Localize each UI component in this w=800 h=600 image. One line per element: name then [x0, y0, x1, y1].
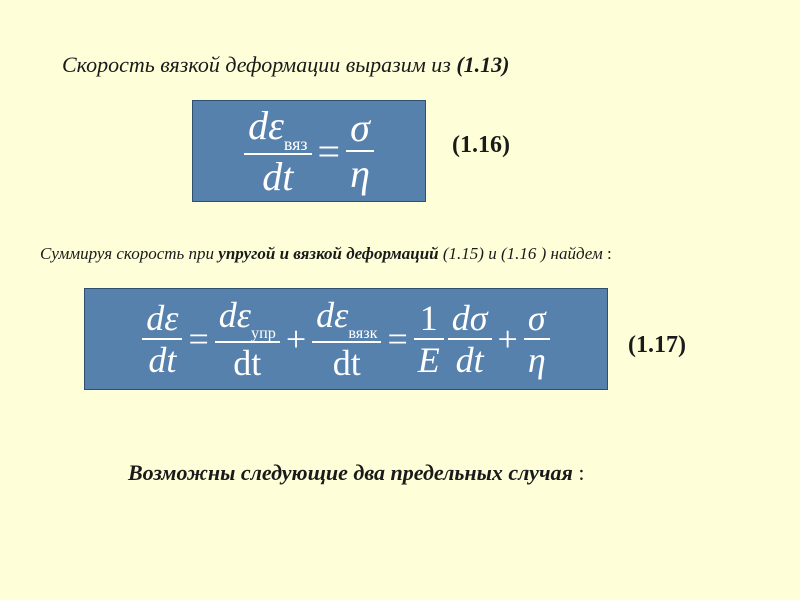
eq2-t4: 1 E [414, 298, 444, 380]
eq2-t6: σ η [524, 298, 550, 380]
eq1-rhs-den: η [346, 152, 374, 196]
eq2-t1-num: dε [142, 298, 182, 338]
eq2-t3-num-sub: вязк [348, 324, 377, 342]
eq1-lhs-frac: dεвяз dt [244, 104, 311, 199]
eq2-t3-num-eps: ε [334, 295, 348, 335]
intro-line-2: Суммируя скорость при упругой и вязкой д… [40, 244, 612, 264]
eq2-t3: dεвязк dt [312, 295, 381, 382]
eq1-rhs-num: σ [346, 106, 374, 150]
equation-1-16-box: dεвяз dt = σ η [192, 100, 426, 202]
intro-line-2b: упругой и вязкой деформаций [218, 244, 443, 263]
equation-1-17-box: dε dt = dεупр dt + dεвязк dt = [84, 288, 608, 390]
eq1-rhs-frac: σ η [346, 106, 374, 196]
equation-1-17-label: (1.17) [628, 332, 686, 359]
equation-1-17: dε dt = dεупр dt + dεвязк dt = [142, 295, 549, 382]
eq2-t2-num-sub: упр [251, 324, 276, 342]
eq2-t6-den: η [524, 340, 550, 380]
eq2-t2-den: dt [229, 343, 265, 383]
eq2-t4-num: 1 [416, 298, 442, 338]
eq2-t3-den: dt [329, 343, 365, 383]
eq1-lhs-num-d: d [248, 103, 268, 148]
eq2-t5-den: dt [452, 340, 488, 380]
intro-line-1b: (1.13) [456, 52, 509, 77]
eq2-t5-num: dσ [448, 298, 492, 338]
eq2-t2: dεупр dt [215, 295, 280, 382]
eq2-plus1: + [280, 318, 312, 360]
eq2-t5: dσ dt [448, 298, 492, 380]
eq2-t4-den: E [414, 340, 444, 380]
eq2-eq1: = [182, 318, 214, 360]
eq2-plus2: + [492, 318, 524, 360]
intro-line-3: Возможны следующие два предельных случая… [128, 460, 584, 486]
eq2-t2-num-d: d [219, 295, 237, 335]
eq2-t1-den: dt [144, 340, 180, 380]
eq1-lhs-num-sub: вяз [284, 134, 308, 154]
eq1-lhs-num-eps: ε [268, 103, 284, 148]
intro-line-3a: Возможны следующие два предельных случая [128, 460, 578, 485]
intro-line-2c: (1.15) и (1.16 ) найдем [443, 244, 607, 263]
eq1-equals: = [312, 128, 347, 175]
eq2-t2-num-eps: ε [237, 295, 251, 335]
equation-1-16-label: (1.16) [452, 132, 510, 159]
eq1-lhs-den: dt [258, 155, 297, 199]
intro-line-1a: Скорость вязкой деформации выразим из [62, 52, 456, 77]
equation-1-16: dεвяз dt = σ η [244, 104, 374, 199]
eq2-t6-num: σ [524, 298, 550, 338]
eq2-eq2: = [381, 318, 413, 360]
eq2-t1: dε dt [142, 298, 182, 380]
intro-line-2a: Суммируя скорость при [40, 244, 218, 263]
intro-line-1: Скорость вязкой деформации выразим из (1… [62, 52, 510, 78]
intro-line-3b: : [578, 460, 584, 485]
eq2-t3-num-d: d [316, 295, 334, 335]
intro-line-2d: : [607, 244, 612, 263]
